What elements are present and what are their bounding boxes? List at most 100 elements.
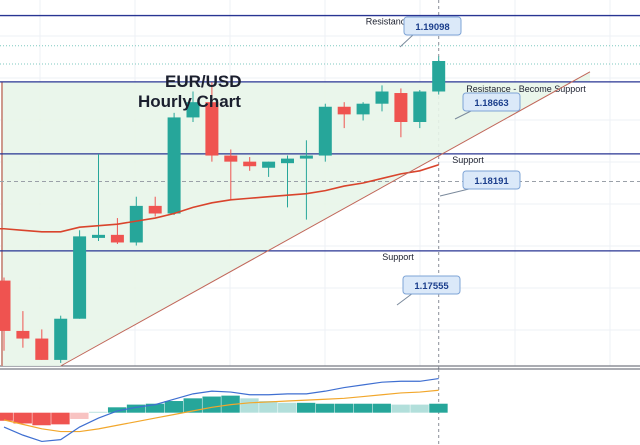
candles-layer xyxy=(0,56,446,363)
candle xyxy=(224,149,238,200)
price-callout: 1.19098 xyxy=(399,16,462,48)
candle-body xyxy=(148,205,162,214)
macd-histogram-bar xyxy=(429,403,448,413)
macd-line xyxy=(3,377,439,443)
macd-histogram-bar xyxy=(126,404,146,413)
macd-histogram-bar xyxy=(391,404,410,413)
candle xyxy=(394,88,408,138)
candle xyxy=(35,329,49,360)
candle xyxy=(413,89,427,129)
callout-box xyxy=(462,92,521,112)
trendline-layer xyxy=(60,71,591,367)
callout-value: 1.17555 xyxy=(414,281,449,292)
candle-body xyxy=(205,102,219,156)
candle-body xyxy=(318,106,332,156)
ascending-triangle-layer xyxy=(1,71,590,367)
macd-histogram-bar xyxy=(89,411,108,413)
candle xyxy=(148,196,162,217)
macd-histogram-bar xyxy=(70,412,89,419)
macd-signal-line xyxy=(3,389,439,433)
macd-histogram-bar xyxy=(353,403,373,413)
candle xyxy=(16,311,30,348)
candle xyxy=(0,277,11,351)
candle-body xyxy=(186,102,200,118)
candle-body xyxy=(129,205,143,243)
callout-pointer xyxy=(396,292,414,306)
candle-body xyxy=(35,338,49,360)
candle-body xyxy=(356,103,370,115)
candle-body xyxy=(54,318,68,360)
macd-histogram-bar xyxy=(13,412,32,424)
candle xyxy=(337,102,351,129)
candle xyxy=(299,140,313,220)
ema-line xyxy=(0,163,439,233)
callout-value: 1.18191 xyxy=(474,176,509,187)
macd-histogram-bar xyxy=(164,401,184,413)
candle xyxy=(356,102,370,121)
candle-body xyxy=(0,280,11,331)
candle-body xyxy=(92,234,105,238)
candle xyxy=(281,155,294,208)
candle-body xyxy=(337,106,351,115)
candle-body xyxy=(167,117,181,214)
macd-histogram-bar xyxy=(145,403,165,413)
candle xyxy=(167,112,181,216)
candle xyxy=(432,56,446,95)
candle xyxy=(110,218,124,244)
candle-body xyxy=(299,155,313,159)
callouts-layer: 1.19098 1.18663 1.18191 1.17555 xyxy=(396,16,521,306)
macd-histogram-bar xyxy=(259,401,278,413)
level-label: Support xyxy=(382,252,414,262)
ascending-triangle xyxy=(1,71,590,367)
callout-box xyxy=(403,16,462,36)
candle-body xyxy=(16,330,30,339)
candle xyxy=(318,103,332,162)
candle xyxy=(205,82,219,162)
candle xyxy=(243,157,257,171)
candle-body xyxy=(262,161,276,168)
macd-histogram-bar xyxy=(32,412,51,426)
macd-histogram-bar xyxy=(315,403,335,413)
candle xyxy=(54,315,68,363)
candle-body xyxy=(73,236,87,319)
callout-value: 1.18663 xyxy=(474,98,508,109)
level-label: Support xyxy=(452,155,484,165)
macd-histogram-bar xyxy=(107,407,127,413)
macd-histogram-bar xyxy=(334,403,354,413)
candle-body xyxy=(243,161,257,167)
price-callout: 1.18191 xyxy=(439,170,521,197)
macd-histogram-bar xyxy=(410,404,429,413)
callout-box xyxy=(402,275,461,295)
candle xyxy=(186,91,200,122)
level-label: Resistance - Become Support xyxy=(466,84,586,94)
macd-histogram-bar xyxy=(278,402,297,413)
candle-body xyxy=(432,61,446,92)
ascending-trendline xyxy=(60,71,591,367)
macd-panel xyxy=(0,368,640,445)
callout-pointer xyxy=(399,33,415,48)
candle xyxy=(262,161,276,177)
candle-body xyxy=(110,234,124,243)
ema-layer xyxy=(0,163,439,233)
chart-title-line1: EUR/USD xyxy=(165,72,242,91)
macd-histogram-bar xyxy=(183,398,202,413)
candle-body xyxy=(375,91,389,104)
macd-histogram-bar xyxy=(372,403,391,413)
callout-value: 1.19098 xyxy=(415,22,449,33)
macd-histogram-bar xyxy=(296,402,316,413)
candle-body xyxy=(224,155,238,162)
price-callout: 1.18663 xyxy=(454,92,521,120)
chart-title-line2: Hourly Chart xyxy=(138,92,241,111)
candle-body xyxy=(413,91,427,122)
candle xyxy=(375,85,389,112)
candle xyxy=(73,230,87,319)
price-callout: 1.17555 xyxy=(396,275,461,306)
candle-body xyxy=(281,158,294,164)
level-label: Resistance xyxy=(366,17,411,27)
candle-body xyxy=(394,93,408,122)
macd-histogram-bar xyxy=(202,396,221,413)
macd-histogram-bar xyxy=(0,412,13,421)
macd-histogram-bar xyxy=(240,398,259,413)
macd-histogram-bar xyxy=(51,412,70,425)
